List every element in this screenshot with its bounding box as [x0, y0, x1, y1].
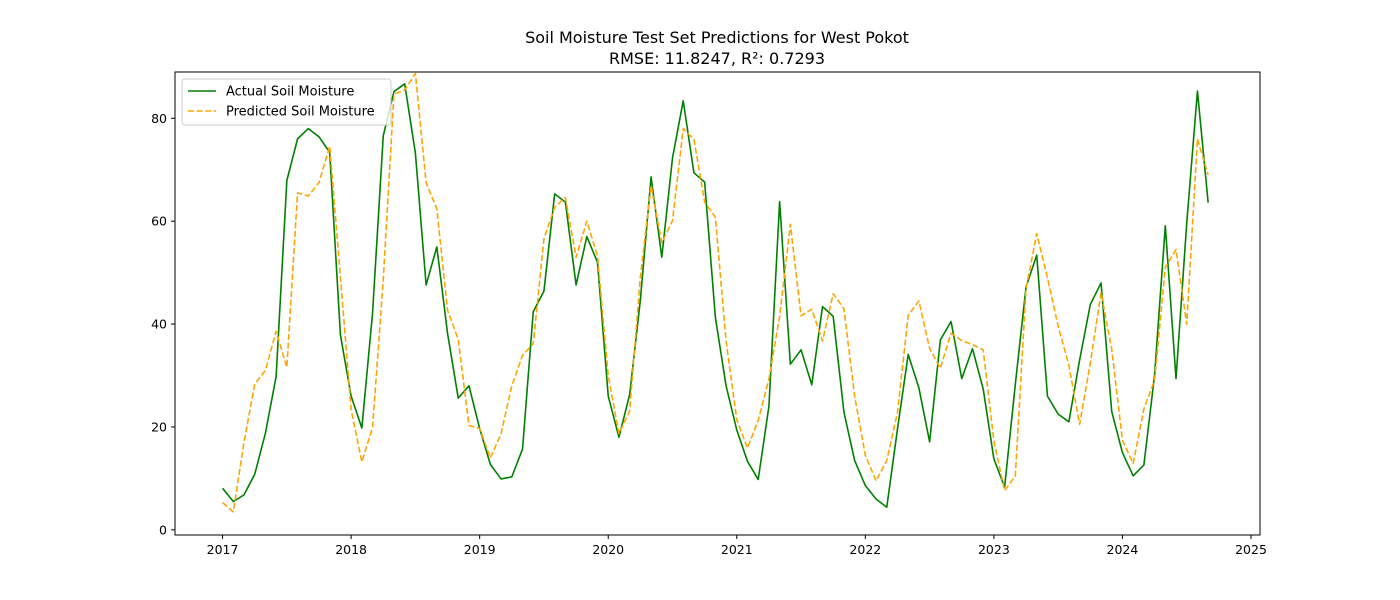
- legend: Actual Soil Moisture Predicted Soil Mois…: [181, 78, 392, 126]
- legend-label-actual: Actual Soil Moisture: [226, 85, 354, 100]
- plot-area: [221, 72, 1209, 513]
- x-tick-label: 2024: [1107, 542, 1139, 557]
- y-tick-label: 60: [151, 214, 167, 229]
- x-tick-label: 2020: [592, 542, 624, 557]
- y-tick-label: 20: [151, 419, 167, 434]
- x-axis: 2017 2018 2019 2020 2021 2022 2023 2024 2025: [207, 535, 1267, 557]
- y-tick-label: 80: [151, 111, 167, 126]
- y-axis: 0 20 40 60 80: [151, 111, 175, 537]
- x-tick-label: 2023: [978, 542, 1010, 557]
- x-tick-label: 2021: [721, 542, 753, 557]
- x-tick-label: 2025: [1235, 542, 1267, 557]
- x-tick-label: 2017: [207, 542, 239, 557]
- series-line-actual: [221, 83, 1209, 509]
- chart-title: Soil Moisture Test Set Predictions for W…: [525, 28, 909, 47]
- y-tick-label: 40: [151, 317, 167, 332]
- y-tick-label: 0: [159, 522, 167, 537]
- x-tick-label: 2022: [849, 542, 881, 557]
- x-tick-label: 2019: [464, 542, 496, 557]
- plot-frame: [174, 71, 1261, 536]
- legend-box: [181, 78, 392, 126]
- legend-label-predicted: Predicted Soil Moisture: [226, 105, 375, 120]
- series-line-predicted: [222, 72, 1209, 513]
- x-tick-label: 2018: [335, 542, 367, 557]
- chart-subtitle: RMSE: 11.8247, R²: 0.7293: [609, 49, 825, 68]
